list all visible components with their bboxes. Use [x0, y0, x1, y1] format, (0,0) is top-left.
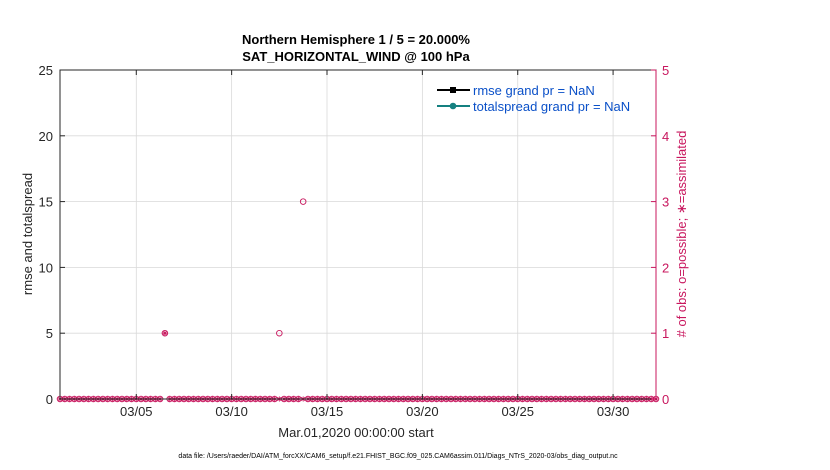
legend-rmse-label: rmse grand pr = NaN [473, 83, 595, 98]
right-y-tick-label: 4 [662, 129, 669, 144]
right-y-tick-label: 3 [662, 195, 669, 210]
x-tick-label: 03/20 [406, 404, 439, 419]
obs-markers [56, 198, 660, 403]
obs-possible-marker [161, 329, 169, 337]
grid [60, 70, 656, 399]
x-tick-label: 03/05 [120, 404, 153, 419]
legend-totalspread-marker [449, 102, 457, 110]
right-y-tick-label: 0 [662, 392, 669, 407]
right-y-tick-label: 2 [662, 260, 669, 275]
right-y-axis-ticks: 0 1 2 3 4 5 [651, 63, 669, 407]
data-file-footer: data file: /Users/raeder/DAI/ATM_forcXX/… [178, 453, 618, 460]
obs-possible-marker [276, 329, 283, 337]
obs-possible-marker [299, 198, 307, 205]
legend-totalspread-label: totalspread grand pr = NaN [473, 99, 630, 114]
left-y-axis-label: rmse and totalspread [20, 173, 35, 295]
obs-assimilated-marker [162, 330, 168, 336]
left-y-tick-label: 5 [46, 326, 53, 341]
chart-subtitle: SAT_HORIZONTAL_WIND @ 100 hPa [242, 49, 470, 64]
x-tick-label: 03/25 [501, 404, 534, 419]
x-axis-ticks: 03/05 03/10 03/15 03/20 03/25 03/30 [120, 70, 629, 419]
plot-frame [59, 69, 657, 400]
chart-title: Northern Hemisphere 1 / 5 = 20.000% [242, 32, 470, 47]
right-y-axis-label: # of obs: o=possible; ∗=assimilated [674, 131, 689, 338]
right-y-tick-label: 1 [662, 326, 669, 341]
left-y-axis-ticks: 0 5 10 15 20 25 [39, 63, 65, 407]
right-y-tick-label: 5 [662, 63, 669, 78]
x-tick-label: 03/10 [215, 404, 248, 419]
left-y-tick-label: 15 [39, 195, 53, 210]
x-tick-label: 03/30 [597, 404, 630, 419]
legend: rmse grand pr = NaN totalspread grand pr… [437, 83, 630, 114]
left-y-tick-label: 10 [39, 260, 53, 275]
legend-rmse-marker [450, 87, 456, 93]
left-y-tick-label: 0 [46, 392, 53, 407]
left-y-tick-label: 20 [39, 129, 53, 144]
left-y-tick-label: 25 [39, 63, 53, 78]
x-axis-label: Mar.01,2020 00:00:00 start [278, 425, 434, 440]
x-tick-label: 03/15 [311, 404, 344, 419]
